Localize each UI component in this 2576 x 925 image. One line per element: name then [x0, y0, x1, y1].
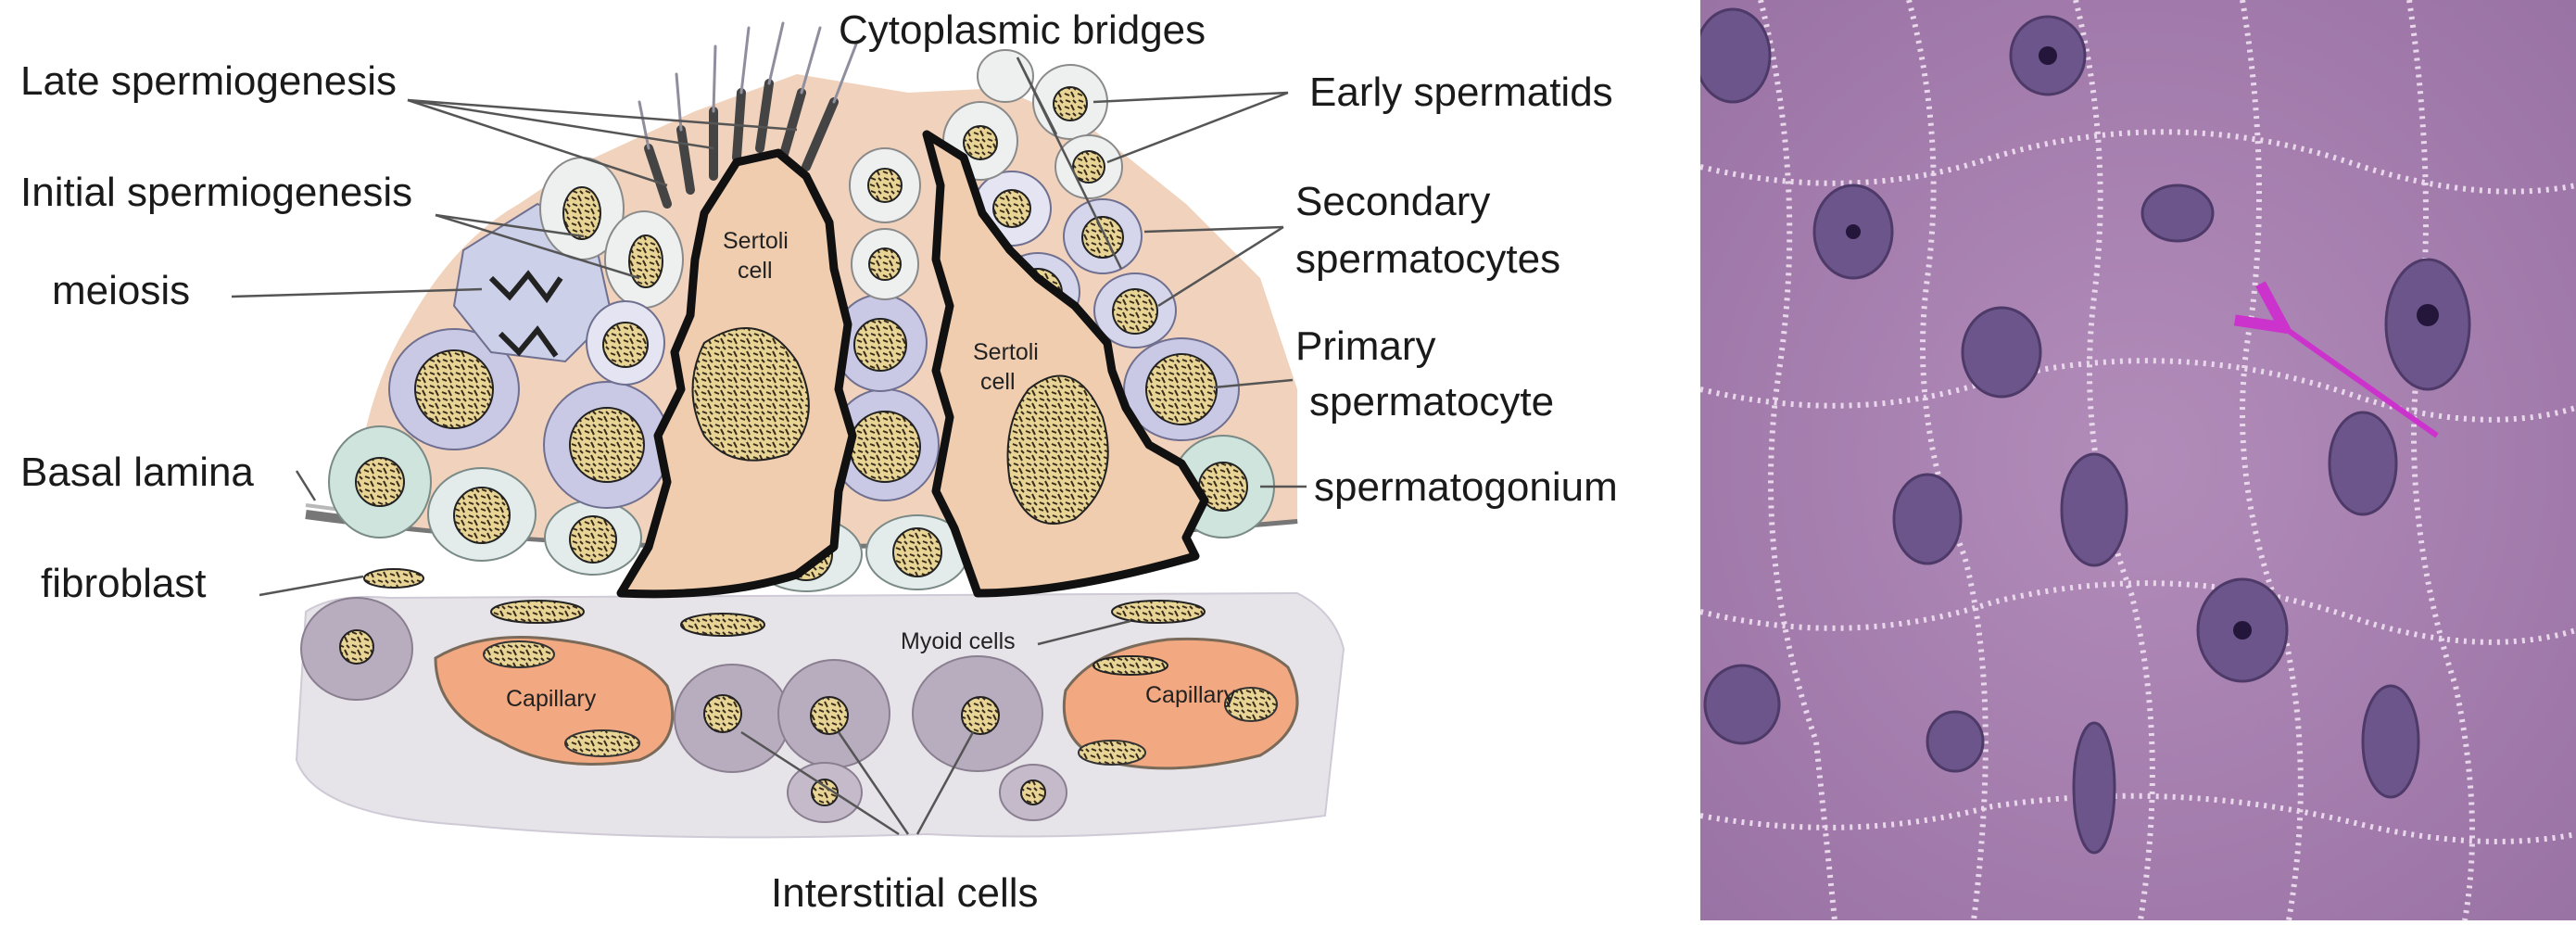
histology-micrograph — [1700, 0, 2576, 920]
magenta-arrow — [2279, 324, 2439, 438]
nuclei — [1700, 7, 2471, 855]
sertoli-right-label-1: Sertoli — [973, 339, 1039, 365]
seminiferous-diagram: Capillary Capillary — [20, 7, 1618, 916]
sertoli-nuclei — [691, 327, 1109, 525]
pointer-lines — [231, 57, 1307, 836]
sertoli-left-label-1: Sertoli — [723, 228, 789, 254]
label-spermatogonium: spermatogonium — [1314, 464, 1618, 510]
label-initial-spermiogenesis: Initial spermiogenesis — [20, 170, 412, 215]
primary-spermatocytes — [388, 294, 1240, 509]
label-primary-2: spermatocyte — [1309, 379, 1554, 424]
label-basal-lamina: Basal lamina — [20, 450, 254, 495]
early-spermatids — [849, 49, 1123, 300]
myoid-cells-label: Myoid cells — [901, 628, 1016, 654]
myoid-cells: Myoid cells — [363, 568, 1206, 676]
capillary-left: Capillary — [434, 636, 675, 766]
label-interstitial-cells: Interstitial cells — [771, 870, 1039, 916]
sertoli-cell-right — [922, 130, 1209, 598]
label-late-spermiogenesis: Late spermiogenesis — [20, 58, 397, 104]
label-early-spermatids: Early spermatids — [1309, 70, 1613, 115]
sertoli-right-label-2: cell — [980, 369, 1016, 395]
capillary-right-label: Capillary — [1145, 682, 1236, 708]
late-spermatids — [638, 21, 859, 209]
spermatogonia — [328, 425, 1275, 592]
capillary-left-label: Capillary — [506, 686, 597, 712]
label-cytoplasmic-bridges: Cytoplasmic bridges — [839, 7, 1206, 53]
label-secondary-1: Secondary — [1295, 179, 1490, 224]
sertoli-left-label-2: cell — [738, 258, 773, 284]
initial-spermiogenesis-cells — [539, 157, 684, 386]
cell-boundaries — [1700, 0, 2576, 920]
label-secondary-2: spermatocytes — [1295, 236, 1560, 282]
nucleoli — [1846, 46, 2439, 640]
label-meiosis: meiosis — [52, 268, 190, 313]
label-primary-1: Primary — [1295, 323, 1436, 369]
label-fibroblast: fibroblast — [41, 561, 207, 606]
